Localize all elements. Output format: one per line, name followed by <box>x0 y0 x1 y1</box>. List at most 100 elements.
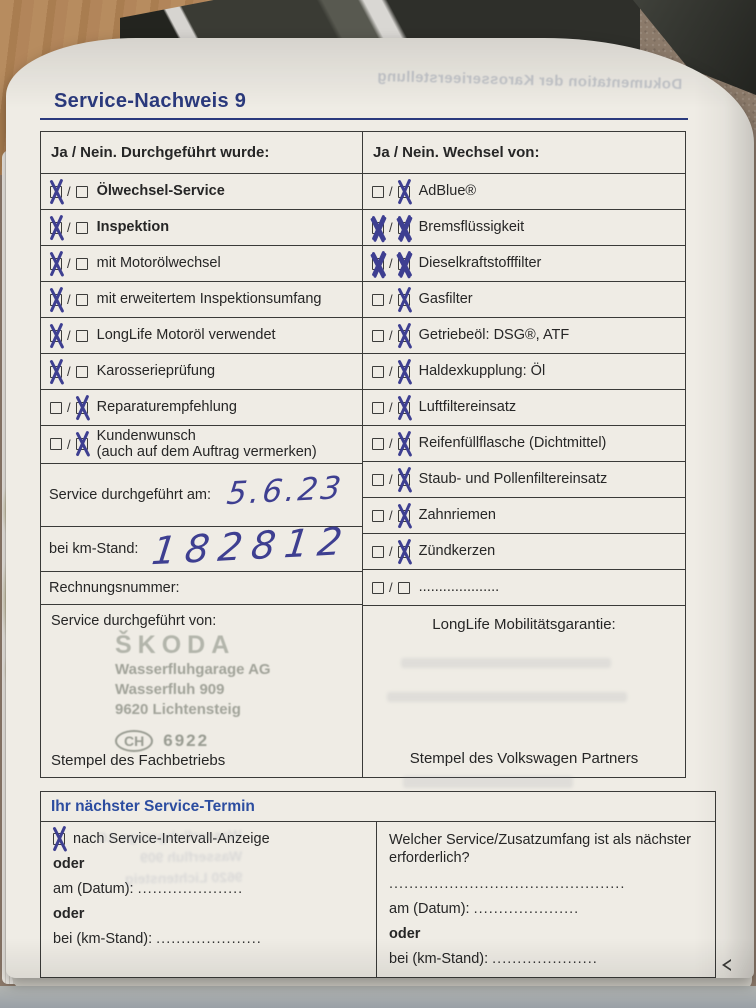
checkbox-ja[interactable] <box>372 581 384 594</box>
checkbox-ja[interactable] <box>372 293 384 306</box>
checklist-label: Bremsflüssigkeit <box>418 219 525 236</box>
checklist-row: / LongLife Motoröl verwendet <box>41 318 362 354</box>
service-date-handwritten[interactable]: 5.6.23 <box>224 469 346 512</box>
checkbox-ja[interactable] <box>50 221 62 234</box>
checklist-row: / Kundenwunsch (auch auf dem Auftrag ver… <box>41 426 362 464</box>
checkbox-square <box>372 293 384 306</box>
checkbox-ja[interactable] <box>372 545 384 558</box>
checkbox-nein[interactable] <box>397 185 410 198</box>
checkbox-ja[interactable] <box>50 401 62 414</box>
checkbox-ja[interactable] <box>372 221 384 234</box>
pen-x-mark-nein <box>393 430 415 457</box>
bleed-through-smudge <box>401 658 611 668</box>
checkbox-square <box>50 401 62 414</box>
next-service-left-cell: Wasserfluhgarage AG Wasserfluh 909 9620 … <box>41 822 377 977</box>
checkbox-separator: / <box>389 472 393 487</box>
checklist-label: .................... <box>418 579 500 596</box>
checklist-row: / Inspektion <box>41 210 362 246</box>
checkbox-ja[interactable] <box>372 509 384 522</box>
stamp-company: Wasserfluhgarage AG <box>115 660 271 678</box>
checklist-row: / mit erweitertem Inspektionsumfang <box>41 282 362 318</box>
checkbox-ja[interactable] <box>372 257 384 270</box>
checkbox-ja[interactable] <box>50 329 62 342</box>
pen-x-mark-ja <box>45 214 67 241</box>
checkbox-nein[interactable] <box>397 257 410 270</box>
service-date-row: Service durchgeführt am: 5.6.23 <box>41 464 362 527</box>
next-km-fill-line[interactable]: ..................... <box>492 950 598 967</box>
workshop-stamp-caption: Stempel des Fachbetriebs <box>51 752 226 770</box>
interval-display-checkbox[interactable] <box>53 833 65 846</box>
checklist-label: Haldexkupplung: Öl <box>418 363 546 380</box>
checkbox-nein[interactable] <box>397 365 410 378</box>
checklist-label: LongLife Motoröl verwendet <box>96 327 276 344</box>
next-date-label: am (Datum): <box>53 881 134 898</box>
checkbox-nein[interactable] <box>397 473 410 486</box>
checkbox-square <box>372 509 384 522</box>
checklist-row: / Haldexkupplung: Öl <box>363 354 685 390</box>
next-date-label: am (Datum): <box>389 900 470 917</box>
invoice-row: Rechnungsnummer: <box>41 572 362 605</box>
checkbox-nein[interactable] <box>397 401 410 414</box>
pen-x-mark-nein <box>71 430 93 457</box>
next-scope-fill-line[interactable]: ........................................… <box>389 875 626 892</box>
checkbox-ja[interactable] <box>372 437 384 450</box>
checklist-row: / Reifenfüllflasche (Dichtmittel) <box>363 426 685 462</box>
checkbox-square <box>372 581 384 594</box>
checkbox-ja[interactable] <box>50 185 62 198</box>
service-record-table: Ja / Nein. Durchgeführt wurde: / Ölwechs… <box>40 131 686 788</box>
checkbox-nein[interactable] <box>75 401 88 414</box>
next-km-fill-line[interactable]: ..................... <box>156 931 262 948</box>
checkbox-separator: / <box>389 328 393 343</box>
checkbox-nein[interactable] <box>397 581 410 594</box>
checklist-row: / Karosserieprüfung <box>41 354 362 390</box>
checklist-sublabel: (auch auf dem Auftrag vermerken) <box>96 443 317 460</box>
workshop-stamp: ŠKODA Wasserfluhgarage AG Wasserfluh 909… <box>115 631 271 753</box>
checkbox-separator: / <box>389 292 393 307</box>
mobility-warranty-cell: LongLife Mobilitätsgarantie: Stempel des… <box>363 606 685 788</box>
next-date-fill-line[interactable]: ..................... <box>137 881 244 898</box>
checkbox-nein[interactable] <box>397 221 410 234</box>
checkbox-nein[interactable] <box>397 545 410 558</box>
checkbox-separator: / <box>389 508 393 523</box>
checkbox-nein[interactable] <box>397 293 410 306</box>
checkbox-nein[interactable] <box>397 329 410 342</box>
performed-by-label: Service durchgeführt von: <box>51 612 217 629</box>
pen-x-mark <box>48 825 70 852</box>
checkbox-nein[interactable] <box>75 257 88 270</box>
checklist-label: Reparaturempfehlung <box>96 399 237 416</box>
performed-column-header: Ja / Nein. Durchgeführt wurde: <box>41 132 362 174</box>
checklist-row: / Staub- und Pollenfiltereinsatz <box>363 462 685 498</box>
checkbox-ja[interactable] <box>50 438 62 451</box>
checkbox-ja[interactable] <box>372 401 384 414</box>
checkbox-nein[interactable] <box>75 293 88 306</box>
checkbox-nein[interactable] <box>75 438 88 451</box>
checkbox-nein[interactable] <box>75 221 88 234</box>
checkbox-nein[interactable] <box>75 185 88 198</box>
checkbox-ja[interactable] <box>372 365 384 378</box>
checkbox-separator: / <box>67 220 71 235</box>
km-handwritten[interactable]: 182812 <box>149 518 355 573</box>
checkbox-nein[interactable] <box>75 365 88 378</box>
stamp-country-oval: CH <box>115 730 154 753</box>
checkbox-ja[interactable] <box>372 185 384 198</box>
checkbox-separator: / <box>389 580 393 595</box>
pen-x-mark-nein <box>393 502 415 529</box>
checkbox-separator: / <box>389 184 393 199</box>
checklist-row: / Dieselkraftstofffilter <box>363 246 685 282</box>
bleed-through-smudge <box>403 776 573 788</box>
partner-stamp-caption: Stempel des Volkswagen Partners <box>409 750 639 768</box>
checkbox-ja[interactable] <box>372 473 384 486</box>
checkbox-separator: / <box>389 256 393 271</box>
checkbox-ja[interactable] <box>372 329 384 342</box>
checkbox-nein[interactable] <box>397 437 410 450</box>
checkbox-square <box>75 293 88 306</box>
pen-x-mark-nein <box>393 538 415 565</box>
checklist-label: AdBlue® <box>418 183 477 200</box>
checkbox-ja[interactable] <box>50 257 62 270</box>
checkbox-nein[interactable] <box>397 509 410 522</box>
next-date-fill-line[interactable]: ..................... <box>473 900 580 917</box>
checkbox-ja[interactable] <box>50 293 62 306</box>
checkbox-ja[interactable] <box>50 365 62 378</box>
checkbox-nein[interactable] <box>75 329 88 342</box>
performed-column: Ja / Nein. Durchgeführt wurde: / Ölwechs… <box>41 132 363 778</box>
